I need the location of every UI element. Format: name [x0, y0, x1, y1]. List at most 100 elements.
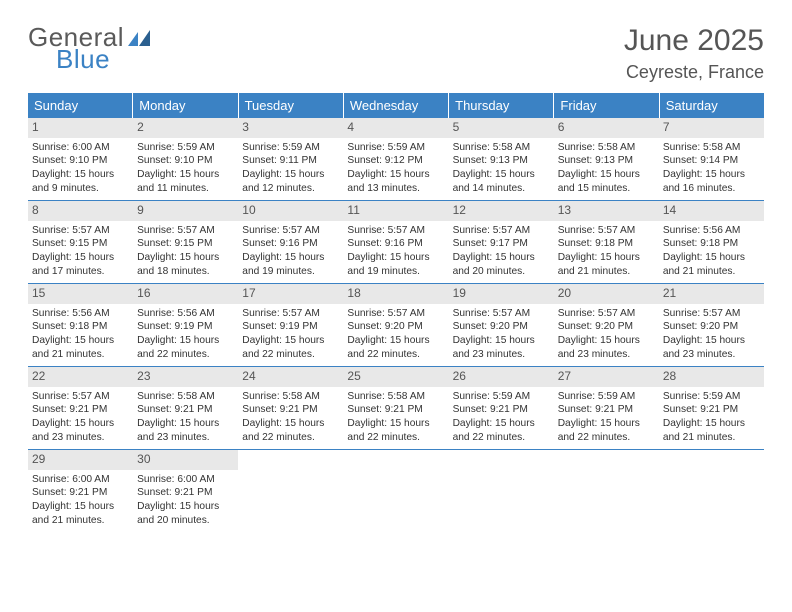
- sunset-line: Sunset: 9:15 PM: [32, 237, 129, 251]
- day-cell: 20Sunrise: 5:57 AMSunset: 9:20 PMDayligh…: [554, 284, 659, 366]
- sunrise-line: Sunrise: 5:58 AM: [558, 141, 655, 155]
- day-body: Sunrise: 5:57 AMSunset: 9:17 PMDaylight:…: [449, 221, 554, 283]
- day-number: 7: [659, 118, 764, 138]
- day-body: Sunrise: 5:58 AMSunset: 9:21 PMDaylight:…: [133, 387, 238, 449]
- week-row: 29Sunrise: 6:00 AMSunset: 9:21 PMDayligh…: [28, 450, 764, 532]
- daylight-line: Daylight: 15 hours and 23 minutes.: [558, 334, 655, 362]
- daylight-line: Daylight: 15 hours and 21 minutes.: [32, 500, 129, 528]
- daylight-line: Daylight: 15 hours and 22 minutes.: [137, 334, 234, 362]
- day-cell: 15Sunrise: 5:56 AMSunset: 9:18 PMDayligh…: [28, 284, 133, 366]
- sunset-line: Sunset: 9:19 PM: [137, 320, 234, 334]
- daylight-line: Daylight: 15 hours and 13 minutes.: [347, 168, 444, 196]
- weekday-header: Saturday: [660, 93, 764, 118]
- day-number: 5: [449, 118, 554, 138]
- day-number: 10: [238, 201, 343, 221]
- daylight-line: Daylight: 15 hours and 20 minutes.: [453, 251, 550, 279]
- daylight-line: Daylight: 15 hours and 22 minutes.: [347, 417, 444, 445]
- day-body: Sunrise: 5:58 AMSunset: 9:21 PMDaylight:…: [238, 387, 343, 449]
- header: General Blue June 2025 Ceyreste, France: [28, 24, 764, 83]
- sunset-line: Sunset: 9:21 PM: [242, 403, 339, 417]
- day-body: Sunrise: 5:57 AMSunset: 9:20 PMDaylight:…: [343, 304, 448, 366]
- sunset-line: Sunset: 9:21 PM: [347, 403, 444, 417]
- sunset-line: Sunset: 9:13 PM: [453, 154, 550, 168]
- sunset-line: Sunset: 9:18 PM: [663, 237, 760, 251]
- day-cell: 22Sunrise: 5:57 AMSunset: 9:21 PMDayligh…: [28, 367, 133, 449]
- daylight-line: Daylight: 15 hours and 21 minutes.: [663, 251, 760, 279]
- daylight-line: Daylight: 15 hours and 23 minutes.: [32, 417, 129, 445]
- day-number: 4: [343, 118, 448, 138]
- day-body: Sunrise: 6:00 AMSunset: 9:10 PMDaylight:…: [28, 138, 133, 200]
- daylight-line: Daylight: 15 hours and 16 minutes.: [663, 168, 760, 196]
- day-body: Sunrise: 6:00 AMSunset: 9:21 PMDaylight:…: [133, 470, 238, 532]
- day-cell: 4Sunrise: 5:59 AMSunset: 9:12 PMDaylight…: [343, 118, 448, 200]
- day-cell: 10Sunrise: 5:57 AMSunset: 9:16 PMDayligh…: [238, 201, 343, 283]
- daylight-line: Daylight: 15 hours and 15 minutes.: [558, 168, 655, 196]
- day-cell: 19Sunrise: 5:57 AMSunset: 9:20 PMDayligh…: [449, 284, 554, 366]
- day-number: 22: [28, 367, 133, 387]
- daylight-line: Daylight: 15 hours and 22 minutes.: [347, 334, 444, 362]
- sunset-line: Sunset: 9:10 PM: [137, 154, 234, 168]
- sunset-line: Sunset: 9:13 PM: [558, 154, 655, 168]
- day-body: Sunrise: 5:59 AMSunset: 9:21 PMDaylight:…: [449, 387, 554, 449]
- day-body: Sunrise: 5:57 AMSunset: 9:20 PMDaylight:…: [554, 304, 659, 366]
- day-cell: 17Sunrise: 5:57 AMSunset: 9:19 PMDayligh…: [238, 284, 343, 366]
- daylight-line: Daylight: 15 hours and 23 minutes.: [663, 334, 760, 362]
- day-cell: 30Sunrise: 6:00 AMSunset: 9:21 PMDayligh…: [133, 450, 238, 532]
- sunset-line: Sunset: 9:10 PM: [32, 154, 129, 168]
- sunrise-line: Sunrise: 5:57 AM: [347, 224, 444, 238]
- day-number: 23: [133, 367, 238, 387]
- sunrise-line: Sunrise: 5:59 AM: [558, 390, 655, 404]
- daylight-line: Daylight: 15 hours and 23 minutes.: [453, 334, 550, 362]
- day-cell: 6Sunrise: 5:58 AMSunset: 9:13 PMDaylight…: [554, 118, 659, 200]
- day-cell: 13Sunrise: 5:57 AMSunset: 9:18 PMDayligh…: [554, 201, 659, 283]
- day-cell: 24Sunrise: 5:58 AMSunset: 9:21 PMDayligh…: [238, 367, 343, 449]
- daylight-line: Daylight: 15 hours and 21 minutes.: [663, 417, 760, 445]
- sunrise-line: Sunrise: 5:56 AM: [32, 307, 129, 321]
- day-cell: 16Sunrise: 5:56 AMSunset: 9:19 PMDayligh…: [133, 284, 238, 366]
- sunrise-line: Sunrise: 6:00 AM: [32, 473, 129, 487]
- day-number: 15: [28, 284, 133, 304]
- sunset-line: Sunset: 9:15 PM: [137, 237, 234, 251]
- sunrise-line: Sunrise: 5:58 AM: [663, 141, 760, 155]
- sunset-line: Sunset: 9:20 PM: [663, 320, 760, 334]
- day-body: Sunrise: 5:58 AMSunset: 9:21 PMDaylight:…: [343, 387, 448, 449]
- day-body: Sunrise: 5:58 AMSunset: 9:14 PMDaylight:…: [659, 138, 764, 200]
- sunrise-line: Sunrise: 5:57 AM: [453, 307, 550, 321]
- weekday-header: Tuesday: [239, 93, 343, 118]
- sunset-line: Sunset: 9:21 PM: [137, 403, 234, 417]
- calendar-body: 1Sunrise: 6:00 AMSunset: 9:10 PMDaylight…: [28, 118, 764, 532]
- sunset-line: Sunset: 9:14 PM: [663, 154, 760, 168]
- day-number: 24: [238, 367, 343, 387]
- day-number: 30: [133, 450, 238, 470]
- sunrise-line: Sunrise: 5:58 AM: [242, 390, 339, 404]
- sunset-line: Sunset: 9:21 PM: [663, 403, 760, 417]
- day-body: Sunrise: 5:57 AMSunset: 9:21 PMDaylight:…: [28, 387, 133, 449]
- sunset-line: Sunset: 9:21 PM: [32, 403, 129, 417]
- day-cell: 14Sunrise: 5:56 AMSunset: 9:18 PMDayligh…: [659, 201, 764, 283]
- daylight-line: Daylight: 15 hours and 20 minutes.: [137, 500, 234, 528]
- sunrise-line: Sunrise: 5:57 AM: [558, 224, 655, 238]
- day-number: 26: [449, 367, 554, 387]
- day-cell: 29Sunrise: 6:00 AMSunset: 9:21 PMDayligh…: [28, 450, 133, 532]
- daylight-line: Daylight: 15 hours and 21 minutes.: [32, 334, 129, 362]
- day-body: Sunrise: 5:57 AMSunset: 9:16 PMDaylight:…: [343, 221, 448, 283]
- weekday-header-row: SundayMondayTuesdayWednesdayThursdayFrid…: [28, 93, 764, 118]
- day-number: 3: [238, 118, 343, 138]
- title-block: June 2025 Ceyreste, France: [624, 24, 764, 83]
- sunset-line: Sunset: 9:21 PM: [32, 486, 129, 500]
- week-row: 15Sunrise: 5:56 AMSunset: 9:18 PMDayligh…: [28, 284, 764, 367]
- day-cell: 25Sunrise: 5:58 AMSunset: 9:21 PMDayligh…: [343, 367, 448, 449]
- day-number: 20: [554, 284, 659, 304]
- sunrise-line: Sunrise: 6:00 AM: [32, 141, 129, 155]
- day-body: Sunrise: 5:57 AMSunset: 9:18 PMDaylight:…: [554, 221, 659, 283]
- daylight-line: Daylight: 15 hours and 14 minutes.: [453, 168, 550, 196]
- day-body: Sunrise: 5:57 AMSunset: 9:16 PMDaylight:…: [238, 221, 343, 283]
- logo-word-2: Blue: [56, 46, 152, 72]
- sunrise-line: Sunrise: 5:57 AM: [242, 224, 339, 238]
- day-number: 28: [659, 367, 764, 387]
- sunrise-line: Sunrise: 5:58 AM: [453, 141, 550, 155]
- sunset-line: Sunset: 9:21 PM: [453, 403, 550, 417]
- day-cell: 23Sunrise: 5:58 AMSunset: 9:21 PMDayligh…: [133, 367, 238, 449]
- sunrise-line: Sunrise: 5:58 AM: [137, 390, 234, 404]
- day-cell: 11Sunrise: 5:57 AMSunset: 9:16 PMDayligh…: [343, 201, 448, 283]
